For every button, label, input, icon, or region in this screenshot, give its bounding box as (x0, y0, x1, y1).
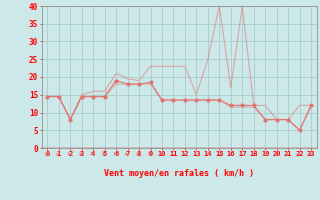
X-axis label: Vent moyen/en rafales ( km/h ): Vent moyen/en rafales ( km/h ) (104, 169, 254, 178)
